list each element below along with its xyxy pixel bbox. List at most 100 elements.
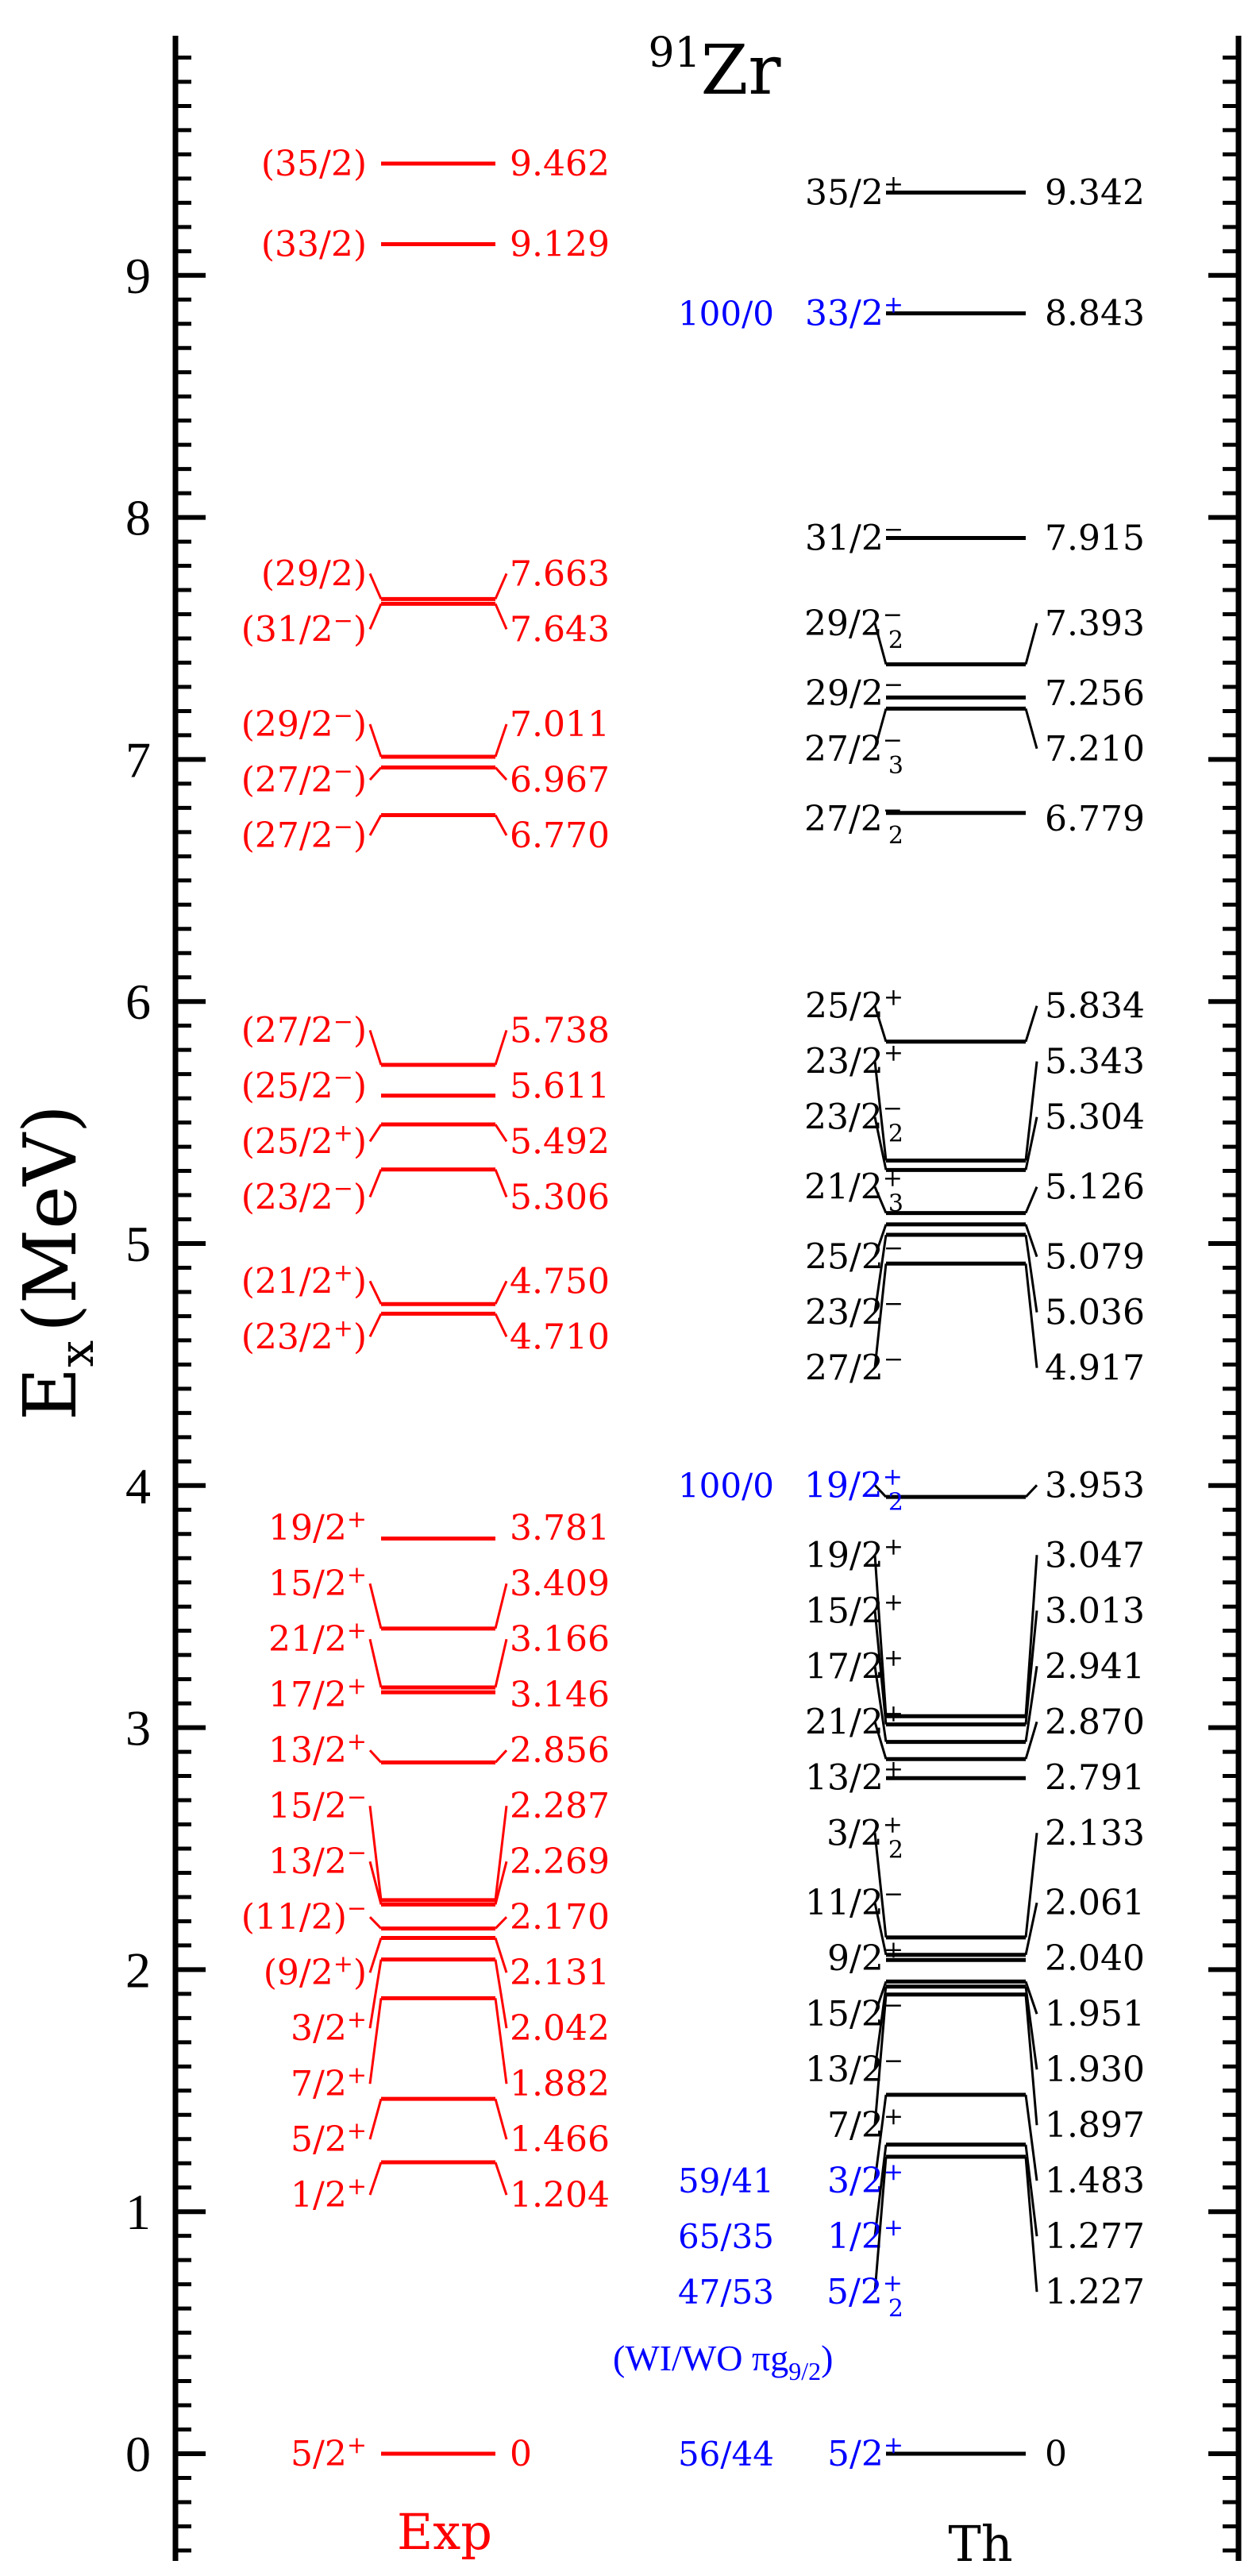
exp-level: 21/2+ 3.166 [268,1617,610,1690]
connector-line [1024,708,1038,750]
spin-value: 3/2 [827,2161,884,2201]
th-energy-label: 3.047 [1045,1535,1145,1575]
parity-superscript: − [347,1839,367,1867]
parity-superscript: + [884,984,903,1012]
connector-line [873,1833,888,1938]
exp-energy-label: 5.611 [510,1066,610,1106]
configuration-ratio-label: 100/0 [678,295,774,334]
connector-line [1024,2156,1038,2293]
parity-superscript: + [347,2431,367,2459]
connector-line [494,814,508,836]
exp-level: (9/2+) 2.131 [264,1935,610,1993]
connector-line [873,1555,888,1717]
th-level: 31/2− 7.915 [805,516,1145,559]
th-energy-label: 2.061 [1045,1883,1145,1923]
connector-line [494,1638,508,1688]
exp-energy-label: 1.466 [510,2119,610,2160]
exp-level: (29/2) 7.663 [261,553,610,601]
annotation-main: (WI/WO πg [613,2338,788,2378]
connector-line [494,1313,508,1337]
exp-energy-label: 2.856 [510,1730,610,1771]
exp-spin-label: (23/2+) [241,1314,367,1357]
th-energy-label: 7.210 [1045,729,1145,769]
connector-line [494,1806,508,1901]
connector-line [1024,2144,1038,2237]
spin-tail: ) [353,609,367,650]
th-level: 35/2+ 9.342 [805,171,1145,214]
connector-line [873,2094,888,2181]
spin-value: 13/2 [268,1730,347,1771]
th-level: 3/2+ 2 2.133 [826,1811,1145,1940]
th-energy-label: 5.126 [1045,1167,1145,1208]
exp-level: 15/2− 2.287 [268,1784,610,1903]
connector-line [1024,1186,1038,1214]
spin-value: 13/2 [268,1841,347,1882]
spin-tail: ) [353,1261,367,1301]
axes: 0 1 2 3 4 5 6 7 8 9 [125,36,1242,2561]
parity-superscript: + [347,2061,367,2089]
exp-level: 17/2+ 3.146 [268,1672,610,1715]
th-energy-label: 2.040 [1045,1938,1145,1979]
th-level: 5/2+ 056/44 [678,2431,1067,2474]
connector-line [494,1998,508,2084]
exp-spin-label: (11/2)− [241,1895,367,1938]
spin-value: (21/2 [241,1261,333,1301]
exp-level: (33/2) 9.129 [261,224,610,264]
parity-superscript: + [884,171,903,199]
parity-superscript: − [333,702,353,730]
connector-line [1024,1994,1038,2126]
th-spin-label: 23/2+ [805,1039,903,1082]
th-energy-label: 2.870 [1045,1702,1145,1742]
parity-superscript: + [884,1755,903,1783]
th-energy-label: 5.079 [1045,1237,1145,1278]
index-subscript: 3 [888,752,903,780]
parity-superscript: + [884,2214,903,2242]
spin-value: 7/2 [827,2105,884,2146]
connector-line [873,1980,888,2015]
th-energy-label: 6.779 [1045,799,1145,839]
spin-value: 7/2 [291,2064,347,2104]
spin-value: 21/2 [268,1619,347,1660]
th-spin-label: 27/2− 3 [804,727,903,780]
exp-energy-label: 1.882 [510,2064,610,2104]
parity-superscript: + [884,291,903,319]
connector-line [494,1749,508,1764]
exp-spin-label: 15/2+ [268,1561,367,1604]
exp-energy-label: 5.306 [510,1177,610,1217]
spin-value: 13/2 [805,1757,884,1798]
connector-line [494,1583,508,1629]
connector-line [368,1169,383,1197]
spin-value: 5/2 [827,2434,884,2474]
connector-line [1024,1116,1038,1170]
parity-superscript: + [883,1165,903,1193]
connector-line [368,766,383,781]
th-spin-label: 35/2+ [805,171,903,214]
th-spin-label: 29/2− [805,671,903,714]
connector-line [494,1169,508,1197]
spin-value: (29/2 [241,704,333,745]
connector-line [873,1666,888,1742]
parity-superscript: − [884,516,903,544]
spin-value: 1/2 [827,2216,884,2257]
th-spin-label: 15/2− [805,1992,903,2034]
connector-line [368,1998,383,2084]
exp-spin-label: (35/2) [261,144,367,184]
exp-spin-label: (25/2−) [241,1063,367,1106]
spin-value: 11/2 [805,1883,884,1923]
th-energy-label: 5.343 [1045,1042,1145,1082]
connector-line [368,1638,383,1688]
y-axis-label: Ex (MeV) [8,1105,105,1421]
exp-energy-label: 9.129 [510,224,610,264]
th-level: 23/2− 2 5.304 [804,1095,1145,1172]
exp-spin-label: 17/2+ [268,1672,367,1715]
connector-line [368,1749,383,1764]
exp-level: (35/2) 9.462 [261,144,610,184]
connector-line [873,1986,888,2070]
parity-superscript: + [347,1506,367,1533]
connector-line [1024,1986,1038,2070]
connector-line [494,2161,508,2196]
connector-line [494,2098,508,2140]
th-spin-label: 13/2+ [805,1755,903,1798]
parity-superscript: − [333,1063,353,1091]
